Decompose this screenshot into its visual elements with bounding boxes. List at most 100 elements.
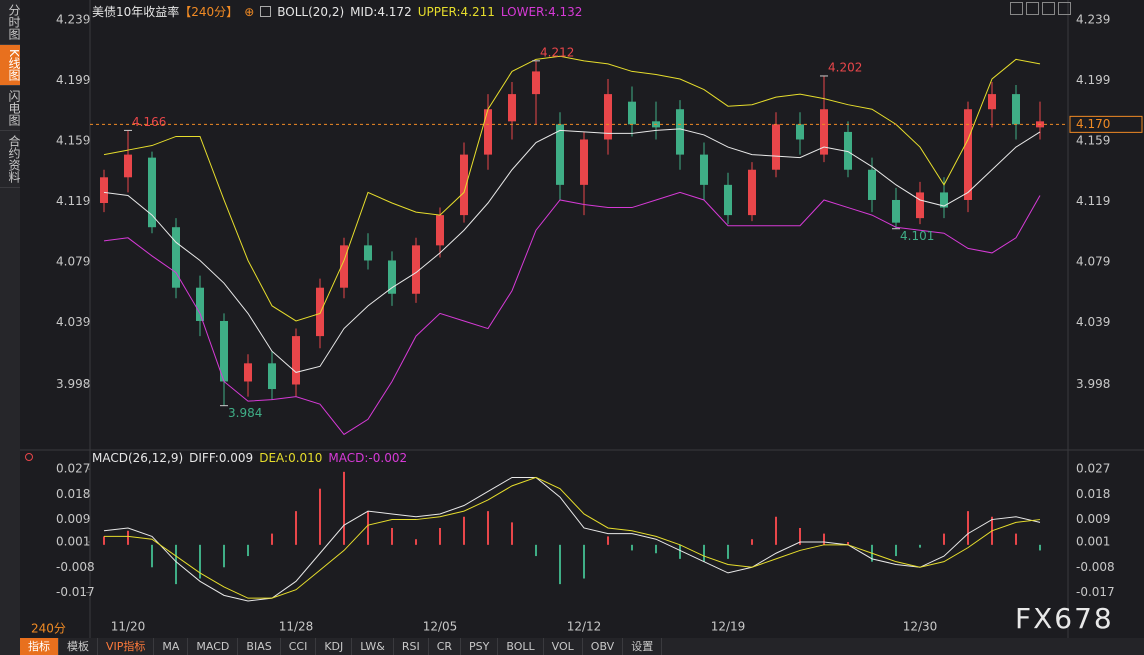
toolbar-item[interactable]: MA [154,638,189,655]
period: 【240分】 [179,5,239,19]
candle-body [460,154,468,216]
candle-body [556,124,564,185]
toolbar-item[interactable]: LW& [352,638,394,655]
y-tick-label: 4.159 [56,133,90,147]
x-tick-label: 11/20 [111,620,146,634]
y-tick-label: -0.017 [56,585,95,599]
macd-header: MACD(26,12,9) DIFF:0.009 DEA:0.010 MACD:… [92,451,407,465]
icon[interactable] [1010,2,1023,15]
y-tick-label: 4.039 [56,315,90,329]
price-mark: 4.202 [828,60,862,74]
candle-body [196,287,204,321]
toolbar-item[interactable]: CCI [281,638,317,655]
candle-body [508,94,516,122]
candle-body [580,139,588,185]
candle-body [604,94,612,140]
toolbar-item[interactable]: BIAS [238,638,281,655]
candle-body [940,192,948,208]
y-tick-label: 0.009 [1076,512,1110,526]
y-tick-label: 0.001 [1076,535,1110,549]
line [103,128,1041,373]
candle-body [796,124,804,140]
candle-body [172,227,180,288]
candle-body [724,184,732,216]
toolbar-item[interactable]: OBV [583,638,624,655]
icon[interactable] [1042,2,1055,15]
toolbar-item[interactable]: KDJ [316,638,353,655]
candle-body [772,124,780,170]
y-tick-label: 0.001 [56,535,90,549]
y-tick-label: 4.119 [56,194,90,208]
tab[interactable]: K线图 [0,45,21,86]
candle-body [484,109,492,155]
mid: MID:4.172 [350,4,412,19]
toolbar-item[interactable]: BOLL [498,638,544,655]
candle-body [844,131,852,170]
y-tick-label: 0.027 [1076,462,1110,476]
y-tick-label: 3.998 [1076,377,1110,391]
candle-body [988,94,996,110]
tab[interactable]: 分时图 [0,0,21,45]
watermark: FX678 [1015,602,1114,635]
line [104,476,1041,599]
y-tick-label: 0.027 [56,462,90,476]
x-tick-label: 11/28 [279,620,314,634]
toolbar: 指标 模板 VIP指标 MA MACD BIAS CCI KDJ LW& RSI CR PSY BOLL… [20,638,1144,655]
y-tick-label: 4.119 [1076,194,1110,208]
y-tick-label: 4.039 [1076,315,1110,329]
toolbar-item[interactable]: CR [429,638,462,655]
toolbar-item[interactable]: VOL [544,638,583,655]
period-label[interactable]: 240分 [31,622,66,636]
y-tick-label: 4.159 [1076,133,1110,147]
line [103,191,1041,436]
candle-body [436,215,444,246]
candle-body [244,363,252,382]
toolbar-item[interactable]: MACD [188,638,239,655]
candle-body [340,245,348,288]
candle-body [220,320,228,382]
title: 美债10年收益率 [92,5,180,19]
toolbar-item[interactable]: 设置 [623,638,663,655]
macd: MACD:-0.002 [328,451,408,465]
toolbar-item[interactable]: PSY [461,638,499,655]
line [103,476,1041,602]
toolbar-item[interactable]: 模板 [59,638,98,655]
candle-body [124,154,132,178]
icon[interactable]: ⊕ [244,4,255,19]
tab[interactable]: 合约资料 [0,131,21,188]
toolbar-item[interactable]: 指标 [20,638,59,655]
tab[interactable]: 闪电图 [0,86,21,131]
candle-body [868,169,876,200]
last-price-box [1069,115,1143,133]
lower: LOWER:4.132 [500,4,583,19]
candle-body [364,245,372,261]
y-tick-label: -0.008 [1076,560,1115,574]
candle-body [820,109,828,155]
y-tick-label: 4.199 [1076,73,1110,87]
x-tick-label: 12/12 [567,620,602,634]
indicator: MACD(26,12,9) [92,451,184,465]
icon[interactable] [1026,2,1039,15]
chart-header: 美债10年收益率 【240分】 ⊕ BOLL(20,2) MID:4.172 U… [92,3,582,20]
y-tick-label: 0.018 [56,487,90,501]
sidebar: 分时图 K线图 闪电图 合约资料 [0,0,21,655]
candle-body [964,109,972,200]
candle-body [892,199,900,223]
diff: DIFF:0.009 [189,451,254,465]
y-tick-label: 0.018 [1076,487,1110,501]
upper: UPPER:4.211 [417,4,495,19]
x-tick-label: 12/30 [903,620,938,634]
candle-body [700,154,708,185]
x-tick-label: 12/19 [711,620,746,634]
y-tick-label: 4.199 [56,73,90,87]
candle-body [676,109,684,155]
toolbar-item[interactable]: RSI [394,638,429,655]
line [103,55,1041,322]
candle-body [316,287,324,337]
candle-body [148,157,156,228]
icon[interactable] [260,6,272,17]
icon[interactable] [1058,2,1071,15]
toolbar-item[interactable]: VIP指标 [98,638,155,655]
